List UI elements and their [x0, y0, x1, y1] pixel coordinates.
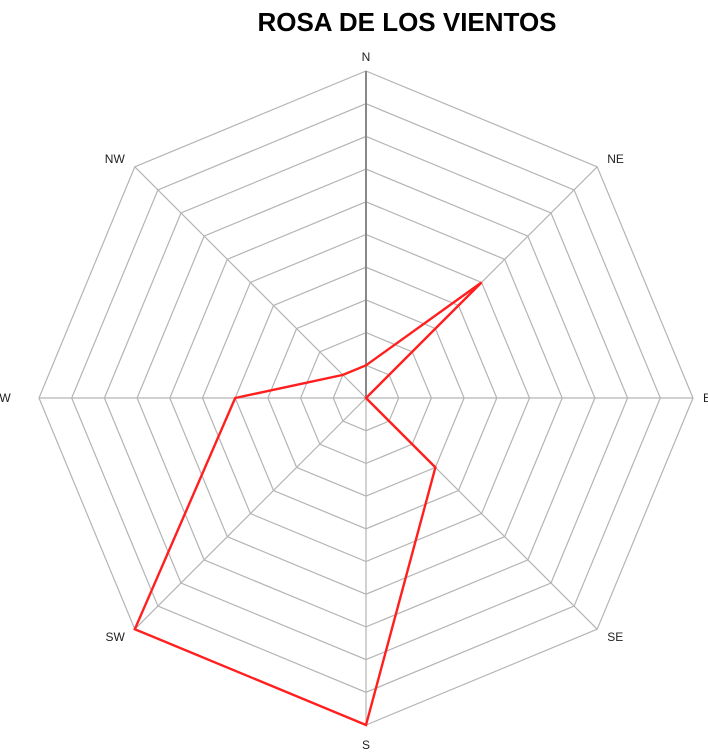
series-line: [133, 281, 483, 727]
direction-label-nw: NW: [105, 152, 126, 166]
series-layer: [133, 281, 483, 727]
axis-spoke-nw: [134, 166, 367, 399]
direction-labels: N NE E SE S SW W NW: [0, 50, 708, 752]
direction-label-w: W: [0, 391, 11, 405]
direction-label-ne: NE: [607, 152, 624, 166]
direction-label-sw: SW: [105, 630, 125, 644]
direction-label-se: SE: [607, 630, 623, 644]
direction-label-n: N: [362, 50, 371, 64]
axis-spoke-sw: [134, 397, 367, 630]
direction-label-e: E: [703, 391, 708, 405]
direction-label-s: S: [362, 738, 370, 752]
chart-title: ROSA DE LOS VIENTOS: [257, 7, 556, 37]
